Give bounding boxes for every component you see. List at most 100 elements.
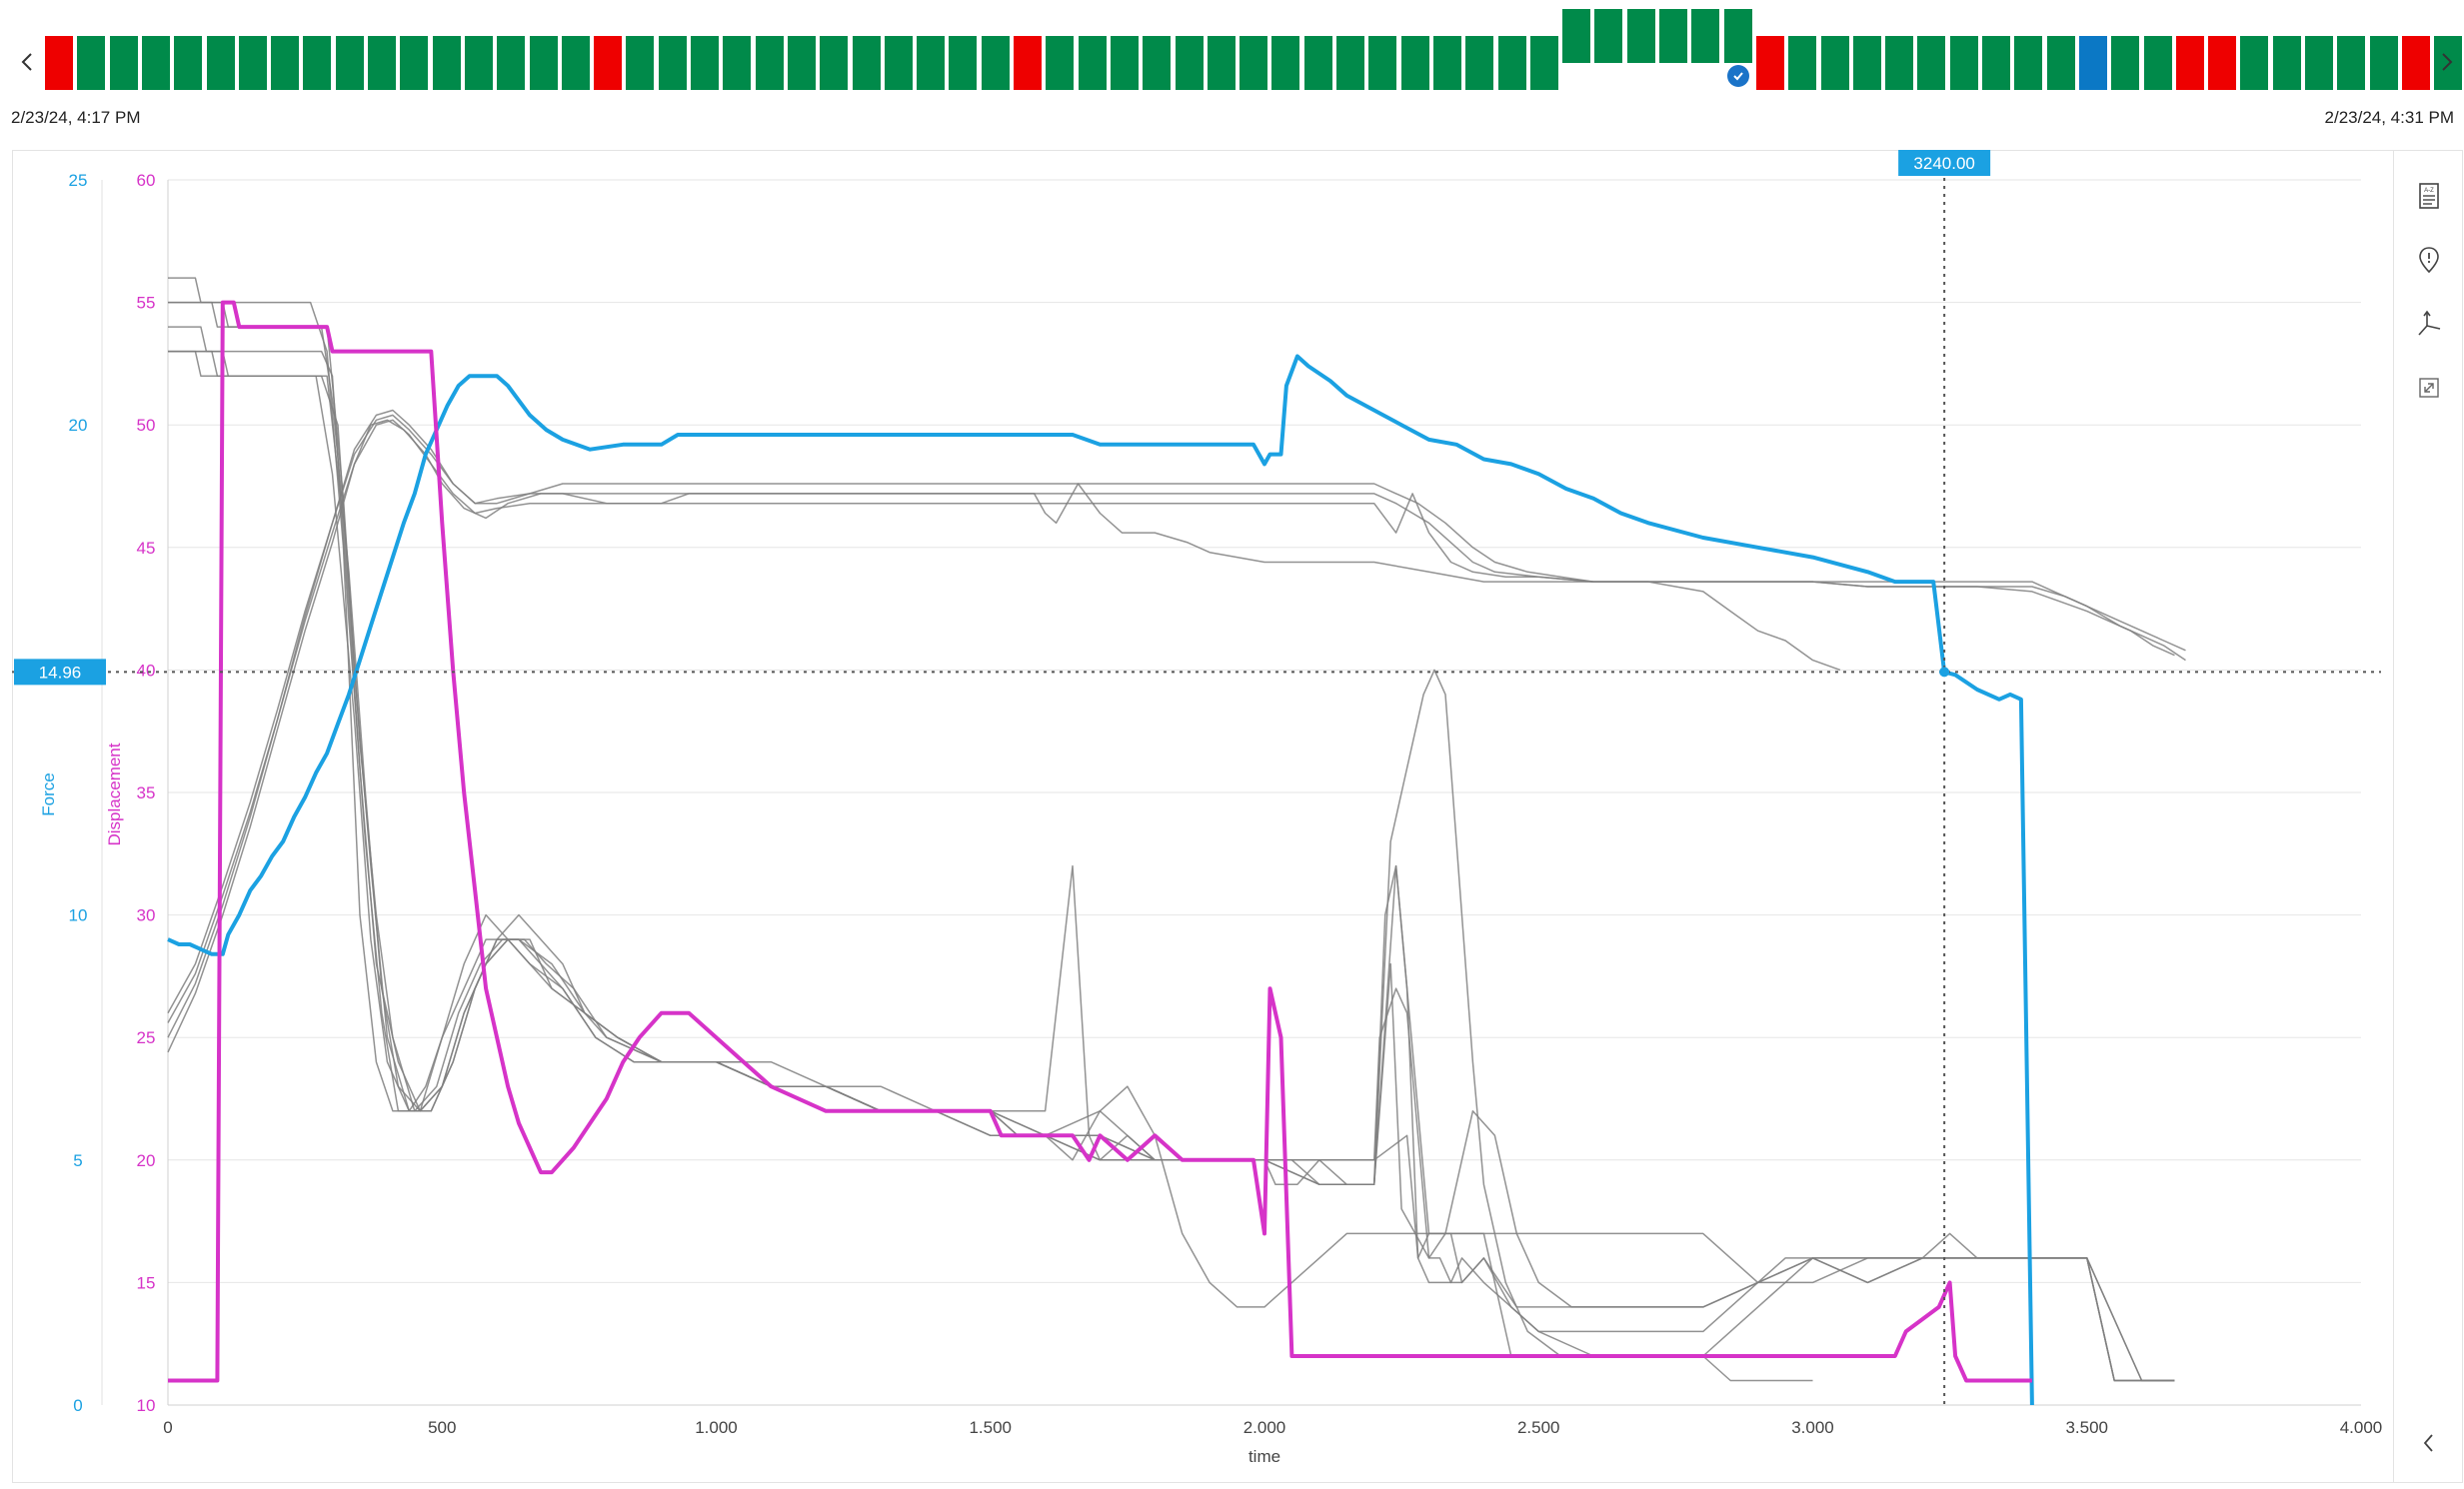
timeline-segment[interactable] xyxy=(109,36,138,90)
timeline-segment[interactable] xyxy=(2240,36,2269,90)
timeline-segment[interactable] xyxy=(2272,36,2301,90)
timeline-segment[interactable] xyxy=(917,36,946,90)
timeline-segment[interactable] xyxy=(691,36,719,90)
timeline-segment[interactable] xyxy=(432,36,461,90)
reference-series-line xyxy=(167,409,2175,1014)
timeline-segment[interactable] xyxy=(1659,9,1687,63)
timeline-segment[interactable] xyxy=(2337,36,2366,90)
timeline-segment[interactable] xyxy=(723,36,752,90)
force-displacement-chart[interactable]: 0510152025101520253035404550556005001.00… xyxy=(0,0,2393,1489)
cursor-x-label: 3240.00 xyxy=(1913,154,1974,173)
timeline-segment[interactable] xyxy=(594,36,623,90)
timeline-segment[interactable] xyxy=(1175,36,1204,90)
timeline-segment[interactable] xyxy=(335,36,364,90)
timeline-segment[interactable] xyxy=(755,36,784,90)
expand-icon xyxy=(2419,378,2439,398)
timeline-segment[interactable] xyxy=(1110,36,1139,90)
timeline-segment[interactable] xyxy=(852,36,881,90)
chart-toolbar: A-Z xyxy=(2393,150,2464,1483)
timeline-segment[interactable] xyxy=(949,36,978,90)
timeline-segment[interactable] xyxy=(529,36,558,90)
timeline-segment[interactable] xyxy=(303,36,332,90)
timeline-segment[interactable] xyxy=(1465,36,1494,90)
timeline-segment[interactable] xyxy=(2208,36,2237,90)
alerts-button[interactable] xyxy=(2394,236,2464,284)
timeline-segment[interactable] xyxy=(2175,36,2204,90)
timeline-segment[interactable] xyxy=(1143,36,1172,90)
timeline-segment[interactable] xyxy=(174,36,203,90)
timeline-segment[interactable] xyxy=(1626,9,1655,63)
timeline-segment[interactable] xyxy=(1239,36,1268,90)
timeline-segment[interactable] xyxy=(368,36,396,90)
force-series-line xyxy=(167,354,2034,1406)
timeline-segment[interactable] xyxy=(45,36,73,90)
timeline-segment[interactable] xyxy=(561,36,590,90)
timeline-segment[interactable] xyxy=(2046,36,2075,90)
timeline-segment[interactable] xyxy=(2014,36,2043,90)
timeline-segment[interactable] xyxy=(238,36,267,90)
timeline-segment[interactable] xyxy=(1562,9,1591,63)
legend-button[interactable]: A-Z xyxy=(2394,172,2464,220)
timeline-segment[interactable] xyxy=(658,36,687,90)
x-tick-label: 1.500 xyxy=(969,1418,1012,1437)
cursor-x-badge xyxy=(1898,150,1991,176)
axes-button[interactable] xyxy=(2394,300,2464,348)
timeline-segment[interactable] xyxy=(884,36,913,90)
timeline-segment[interactable] xyxy=(2305,36,2333,90)
timeline-segment[interactable] xyxy=(1046,36,1075,90)
reference-series-line xyxy=(167,419,2186,1053)
timeline-segment[interactable] xyxy=(1982,36,2010,90)
displacement-tick-label: 55 xyxy=(137,294,156,313)
timeline-segment[interactable] xyxy=(1207,36,1235,90)
timeline-segment[interactable] xyxy=(1303,36,1332,90)
timeline-segment[interactable] xyxy=(1432,36,1461,90)
timeline-segment[interactable] xyxy=(626,36,655,90)
timeline-segment[interactable] xyxy=(1755,36,1784,90)
timeline-segment[interactable] xyxy=(2111,36,2140,90)
timeline-segment[interactable] xyxy=(1368,36,1397,90)
timeline-segment[interactable] xyxy=(2434,36,2463,90)
timeline-segment[interactable] xyxy=(1788,36,1817,90)
timeline-segment[interactable] xyxy=(1852,36,1881,90)
timeline-segment[interactable] xyxy=(1949,36,1978,90)
timeline-segment[interactable] xyxy=(2143,36,2172,90)
timeline-segment[interactable] xyxy=(400,36,429,90)
timeline-segment[interactable] xyxy=(1691,9,1720,63)
timeline-segment[interactable] xyxy=(1078,36,1107,90)
cursor-y-badge xyxy=(14,659,106,686)
timeline-segment[interactable] xyxy=(464,36,493,90)
timeline-segment[interactable] xyxy=(1723,9,1752,63)
timeline-segment[interactable] xyxy=(1497,36,1526,90)
displacement-tick-label: 60 xyxy=(137,171,156,190)
collapse-toolbar-button[interactable] xyxy=(2394,1419,2464,1467)
x-tick-label: 500 xyxy=(428,1418,456,1437)
timeline-segment[interactable] xyxy=(1336,36,1364,90)
timeline-segment[interactable] xyxy=(206,36,235,90)
reference-series-line xyxy=(168,301,1813,1382)
timeline-segment[interactable] xyxy=(271,36,300,90)
timeline-segment[interactable] xyxy=(77,36,106,90)
timeline-segment[interactable] xyxy=(2078,36,2107,90)
force-tick-label: 25 xyxy=(69,171,88,190)
x-axis-title: time xyxy=(1248,1447,1280,1466)
timeline-segment[interactable] xyxy=(2369,36,2398,90)
timeline-segment[interactable] xyxy=(1917,36,1946,90)
timeline-segment[interactable] xyxy=(1594,9,1623,63)
timeline-next-button[interactable] xyxy=(2426,42,2464,82)
force-tick-label: 10 xyxy=(69,906,88,925)
timeline-segment[interactable] xyxy=(787,36,816,90)
timeline-start-label: 2/23/24, 4:17 PM xyxy=(11,108,141,127)
timeline-segment[interactable] xyxy=(1820,36,1849,90)
timeline-segment[interactable] xyxy=(1529,36,1558,90)
timeline-segment[interactable] xyxy=(1014,36,1042,90)
timeline-segment[interactable] xyxy=(2401,36,2430,90)
timeline-segment[interactable] xyxy=(820,36,849,90)
timeline-prev-button[interactable] xyxy=(8,42,48,82)
timeline-segment[interactable] xyxy=(141,36,170,90)
timeline-segment[interactable] xyxy=(1885,36,1914,90)
timeline-segment[interactable] xyxy=(1400,36,1429,90)
timeline-segment[interactable] xyxy=(497,36,526,90)
timeline-segment[interactable] xyxy=(981,36,1010,90)
expand-button[interactable] xyxy=(2394,364,2464,412)
timeline-segment[interactable] xyxy=(1271,36,1300,90)
